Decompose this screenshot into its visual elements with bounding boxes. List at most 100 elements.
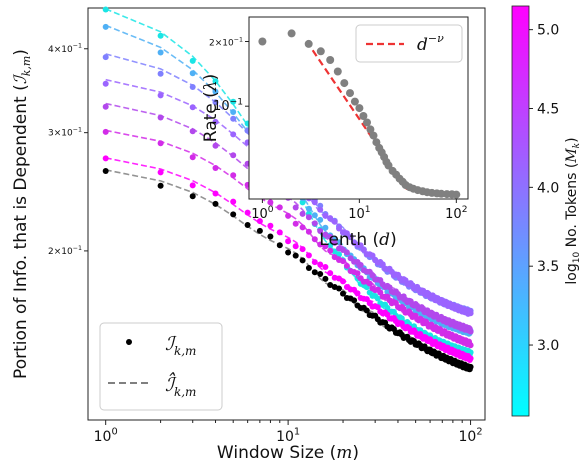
main-point <box>317 271 324 277</box>
main-point <box>343 230 350 237</box>
main-point <box>467 342 474 349</box>
main-point <box>331 218 338 225</box>
main-point <box>305 265 312 271</box>
colorbar-tick-label: 4.0 <box>537 180 559 196</box>
main-point <box>189 128 196 135</box>
main-point <box>189 182 196 189</box>
main-point <box>299 246 306 253</box>
inset-point <box>350 97 359 106</box>
main-point <box>322 224 329 231</box>
main-point <box>305 252 312 259</box>
main-point <box>267 233 274 240</box>
inset-fit-line-group <box>311 49 408 191</box>
main-point <box>292 220 299 227</box>
main-point <box>467 355 474 362</box>
inset-y-axis-label: Rate (λ) <box>201 74 221 142</box>
main-series-5 <box>102 128 474 349</box>
main-point <box>276 204 283 211</box>
main-point <box>317 206 324 213</box>
main-point <box>212 165 219 171</box>
main-point <box>157 169 164 176</box>
main-legend-box <box>99 322 223 411</box>
main-point <box>363 296 370 303</box>
main-point <box>212 78 219 85</box>
main-point <box>327 215 334 222</box>
colorbar-tick-label: 4.5 <box>537 102 559 118</box>
main-point <box>230 211 237 218</box>
main-point <box>322 231 329 238</box>
main-point <box>285 212 292 219</box>
main-point <box>343 249 350 256</box>
colorbar-ticks: 3.0 3.5 4.0 4.5 5.0 <box>529 23 559 354</box>
main-series-4 <box>102 102 474 335</box>
main-point <box>285 238 292 245</box>
main-point <box>102 168 109 174</box>
inset-points-group <box>258 29 461 199</box>
main-point <box>354 270 361 277</box>
main-point <box>379 261 386 268</box>
main-point <box>102 103 109 110</box>
inset-legend: d−ν <box>355 24 463 63</box>
inset-fit-line <box>311 49 408 191</box>
main-legend: ℐk,m ℐ̂k,m <box>99 322 223 411</box>
main-point <box>347 234 354 241</box>
main-point <box>299 199 306 206</box>
main-point <box>102 54 109 61</box>
main-point <box>292 204 299 211</box>
inset-point <box>333 67 342 76</box>
main-point <box>467 328 474 335</box>
main-point <box>157 49 164 56</box>
main-point <box>102 80 109 87</box>
main-point <box>351 297 358 304</box>
main-point <box>299 210 306 217</box>
main-point <box>305 205 312 212</box>
main-point <box>212 99 219 106</box>
main-point <box>305 214 312 221</box>
colorbar-tick-label: 3.5 <box>537 259 559 275</box>
main-point <box>336 251 342 258</box>
inset-point <box>355 104 364 113</box>
main-point <box>299 224 306 231</box>
main-point <box>267 222 274 229</box>
main-series-7 <box>102 168 474 373</box>
main-x-tick-label: 102 <box>459 427 483 445</box>
main-x-axis-label: Window Size (m) <box>217 443 359 463</box>
main-point <box>157 182 164 189</box>
main-point <box>311 220 318 227</box>
main-point <box>157 114 164 121</box>
inset-point <box>346 89 354 98</box>
main-point <box>285 249 292 256</box>
main-point <box>157 92 164 99</box>
main-series-group <box>102 6 474 373</box>
main-point <box>299 257 306 264</box>
inset-x-axis-label: Lenth (d) <box>319 230 396 250</box>
main-point <box>327 270 334 277</box>
main-point <box>322 275 329 282</box>
main-point <box>276 242 283 249</box>
inset-point <box>304 39 313 48</box>
colorbar-gradient <box>511 5 530 417</box>
inset-point <box>452 190 461 199</box>
main-point <box>467 310 474 317</box>
main-point <box>327 282 334 288</box>
main-point <box>230 172 237 179</box>
colorbar-label: log10 No. Tokens (Mk) <box>564 137 582 284</box>
main-point <box>366 280 373 287</box>
main-point <box>292 252 299 259</box>
inset-point <box>340 79 349 88</box>
main-y-ticks: 2×10−1 3×10−1 4×10−1 <box>48 43 88 257</box>
main-point <box>212 88 219 95</box>
main-point <box>336 285 342 292</box>
main-point <box>331 248 338 255</box>
colorbar-tick-label: 5.0 <box>537 23 559 39</box>
legend-marker-dot <box>126 339 132 345</box>
main-point <box>212 118 219 125</box>
main-point <box>230 109 237 115</box>
main-point <box>230 198 237 205</box>
main-point <box>357 242 364 249</box>
main-point <box>230 115 237 122</box>
colorbar-tick-label: 3.0 <box>537 338 559 354</box>
inset-point <box>326 56 335 64</box>
main-point <box>327 233 334 240</box>
